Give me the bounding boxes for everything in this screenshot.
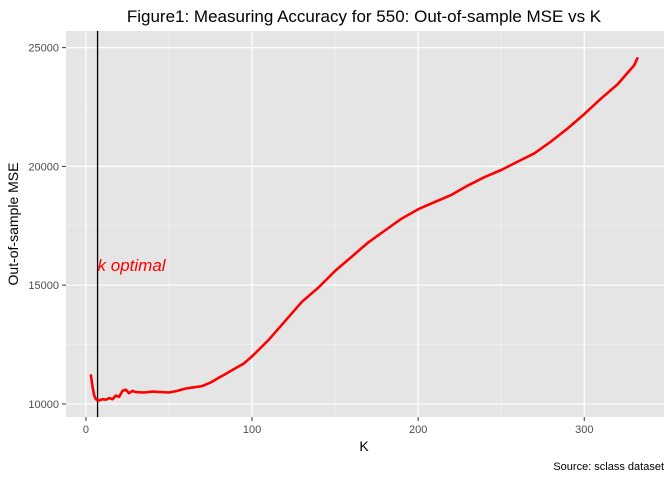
chart-title: Figure1: Measuring Accuracy for 550: Out… <box>127 7 602 26</box>
y-tick-label: 10000 <box>28 399 59 411</box>
x-tick-label: 0 <box>83 424 89 436</box>
x-tick-label: 200 <box>409 424 427 436</box>
x-tick-label: 300 <box>575 424 593 436</box>
y-tick-label: 20000 <box>28 161 59 173</box>
mse-line <box>89 57 639 402</box>
grid <box>66 31 664 417</box>
plot-panel <box>66 31 664 417</box>
y-tick-label: 15000 <box>28 280 59 292</box>
y-axis-ticks: 10000 15000 20000 25000 <box>28 43 66 411</box>
source-caption: Source: sclass dataset <box>553 461 664 473</box>
k-optimal-annotation: k optimal <box>98 256 167 275</box>
x-axis-title: K <box>359 438 369 454</box>
y-tick-label: 25000 <box>28 43 59 55</box>
y-axis-title: Out-of-sample MSE <box>5 163 21 286</box>
x-axis-ticks: 0 100 200 300 <box>83 417 593 436</box>
x-tick-label: 100 <box>243 424 261 436</box>
